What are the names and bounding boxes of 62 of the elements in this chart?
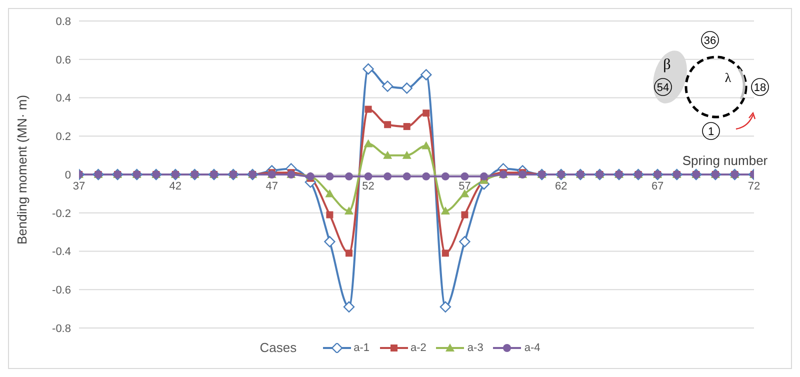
annotation: λ <box>724 70 732 85</box>
point <box>384 121 392 128</box>
y-tick-label: 0 <box>64 169 71 182</box>
legend-label: a-4 <box>524 342 540 354</box>
point <box>440 206 450 214</box>
point <box>344 206 354 214</box>
point <box>364 172 372 180</box>
point <box>345 172 353 180</box>
point <box>461 211 468 218</box>
annotation: β <box>663 57 671 73</box>
x-tick-label: 62 <box>555 180 568 192</box>
point <box>441 172 450 180</box>
y-tick-label: 0.2 <box>56 131 71 144</box>
y-tick-label: -0.6 <box>52 284 71 297</box>
point <box>383 150 392 159</box>
x-tick-label: 37 <box>72 180 86 192</box>
annotation: 36 <box>704 35 716 47</box>
y-tick-label: -0.4 <box>52 246 71 258</box>
point <box>422 172 430 180</box>
y-axis-title: Bending moment (MN· m) <box>14 94 30 244</box>
point <box>442 250 449 257</box>
annotation: 1 <box>708 126 714 138</box>
point <box>440 301 452 312</box>
annotation: 18 <box>754 82 766 94</box>
legend-label: a-3 <box>467 342 484 354</box>
point <box>420 69 432 80</box>
point <box>402 172 411 180</box>
y-tick-label: 0.6 <box>56 54 71 66</box>
point <box>324 236 336 248</box>
annotation: Spring number <box>682 153 768 168</box>
point <box>346 250 352 257</box>
point <box>384 172 392 180</box>
point <box>326 172 334 180</box>
point <box>364 139 373 148</box>
y-tick-label: 0.4 <box>56 92 71 105</box>
point <box>382 80 394 92</box>
point <box>343 301 355 312</box>
y-tick-label: 0.8 <box>56 16 71 28</box>
y-tick-label: -0.2 <box>52 208 71 220</box>
point <box>402 150 412 159</box>
point <box>325 189 334 198</box>
point <box>401 82 412 94</box>
point <box>326 211 334 218</box>
annotation: 54 <box>656 82 670 94</box>
point <box>362 63 374 75</box>
legend-label: a-1 <box>354 342 370 354</box>
x-tick-label: 57 <box>458 180 471 192</box>
legend-label: a-2 <box>410 342 426 354</box>
x-tick-label: 52 <box>362 180 374 192</box>
y-tick-label: -0.8 <box>52 322 71 335</box>
point <box>422 110 430 117</box>
point <box>460 172 469 180</box>
x-tick-label: 42 <box>169 180 182 192</box>
legend-title: Cases <box>260 340 297 355</box>
point <box>403 123 410 130</box>
point <box>422 141 431 150</box>
x-tick-label: 67 <box>651 180 664 192</box>
point <box>459 236 470 248</box>
x-tick-label: 47 <box>266 180 278 192</box>
point <box>480 172 488 180</box>
x-tick-label: 72 <box>748 180 760 192</box>
point <box>364 106 372 113</box>
